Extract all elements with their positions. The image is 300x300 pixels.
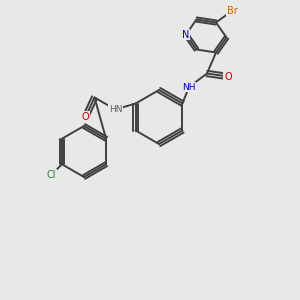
Text: O: O [82, 112, 89, 122]
Text: N: N [182, 29, 190, 40]
Text: O: O [224, 71, 232, 82]
Text: Br: Br [227, 5, 238, 16]
Text: NH: NH [182, 82, 196, 91]
Text: Cl: Cl [47, 170, 56, 180]
Text: HN: HN [109, 105, 122, 114]
